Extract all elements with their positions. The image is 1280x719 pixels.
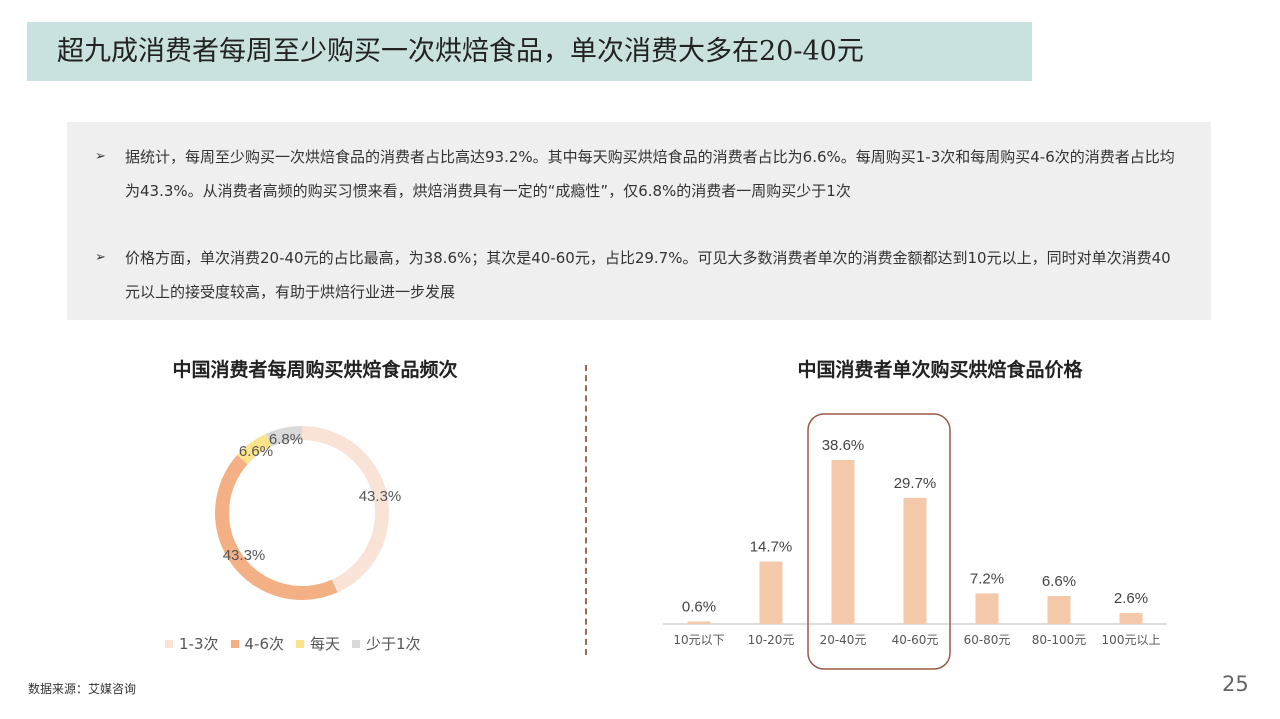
summary-bullet-1: ➢ 据统计，每周至少购买一次烘焙食品的消费者占比高达93.2%。其中每天购买烘焙… (95, 140, 1185, 208)
title-bar: 超九成消费者每周至少购买一次烘焙食品，单次消费大多在20-40元 (27, 22, 1032, 81)
summary-bullet-2-text: 价格方面，单次消费20-40元的占比最高，为38.6%；其次是40-60元，占比… (125, 249, 1171, 301)
summary-box: ➢ 据统计，每周至少购买一次烘焙食品的消费者占比高达93.2%。其中每天购买烘焙… (67, 122, 1211, 320)
bar-2 (831, 460, 855, 624)
legend-item-0: 1-3次 (165, 633, 219, 654)
legend-label-3: 少于1次 (366, 635, 421, 653)
bar-value-label-3: 29.7% (894, 475, 937, 492)
page-number: 25 (1222, 672, 1249, 696)
legend-swatch-3 (352, 639, 361, 648)
legend-item-2: 每天 (296, 633, 340, 654)
donut-slice-3 (265, 426, 303, 447)
donut-value-label-0: 43.3% (359, 488, 402, 505)
bar-value-label-2: 38.6% (822, 437, 865, 454)
donut-value-label-1: 43.3% (223, 547, 266, 564)
legend-swatch-0 (165, 639, 173, 648)
bar-value-label-1: 14.7% (750, 539, 793, 556)
highlight-frame (807, 413, 951, 670)
bar-1 (759, 561, 783, 624)
bar-5 (1047, 595, 1071, 624)
donut-value-label-2: 6.6% (239, 443, 273, 460)
x-tick-label-6: 100元以上 (1102, 633, 1161, 647)
arrow-bullet-icon: ➢ (95, 149, 106, 164)
bar-3 (903, 497, 927, 624)
x-tick-label-3: 40-60元 (892, 633, 939, 647)
legend-label-1: 4-6次 (244, 635, 285, 653)
bar-value-label-4: 7.2% (970, 570, 1004, 587)
legend-item-3: 少于1次 (352, 633, 421, 654)
data-source: 数据来源：艾媒咨询 (28, 682, 137, 696)
bar-value-label-0: 0.6% (682, 598, 716, 615)
arrow-bullet-icon: ➢ (95, 250, 106, 265)
bar-4 (975, 593, 999, 624)
donut-slice-2 (237, 433, 272, 465)
x-tick-label-4: 60-80元 (964, 633, 1011, 647)
bar-6 (1119, 612, 1143, 624)
legend-swatch-2 (296, 639, 304, 648)
x-tick-label-0: 10元以下 (673, 633, 724, 647)
bar-0 (687, 621, 711, 624)
donut-legend: 1-3次 4-6次 每天 少于1次 (165, 633, 421, 654)
donut-slice-0 (301, 426, 389, 593)
summary-bullet-1-text: 据统计，每周至少购买一次烘焙食品的消费者占比高达93.2%。其中每天购买烘焙食品… (125, 148, 1175, 200)
bar-value-label-6: 2.6% (1114, 590, 1148, 607)
x-tick-label-5: 80-100元 (1032, 633, 1087, 647)
legend-item-1: 4-6次 (230, 633, 285, 654)
donut-value-label-3: 6.8% (269, 431, 303, 448)
page-title: 超九成消费者每周至少购买一次烘焙食品，单次消费大多在20-40元 (57, 36, 864, 67)
bar-chart-title: 中国消费者单次购买烘焙食品价格 (797, 359, 1083, 381)
x-tick-label-2: 20-40元 (820, 633, 867, 647)
legend-label-2: 每天 (310, 635, 341, 653)
bar-value-label-5: 6.6% (1042, 573, 1076, 590)
chart-divider (585, 365, 587, 655)
donut-chart-title: 中国消费者每周购买烘焙食品频次 (172, 359, 458, 381)
legend-label-0: 1-3次 (179, 635, 219, 653)
donut-slice-1 (215, 455, 338, 600)
summary-bullet-2: ➢ 价格方面，单次消费20-40元的占比最高，为38.6%；其次是40-60元，… (95, 241, 1185, 309)
legend-swatch-1 (230, 639, 239, 648)
x-tick-label-1: 10-20元 (748, 633, 795, 647)
